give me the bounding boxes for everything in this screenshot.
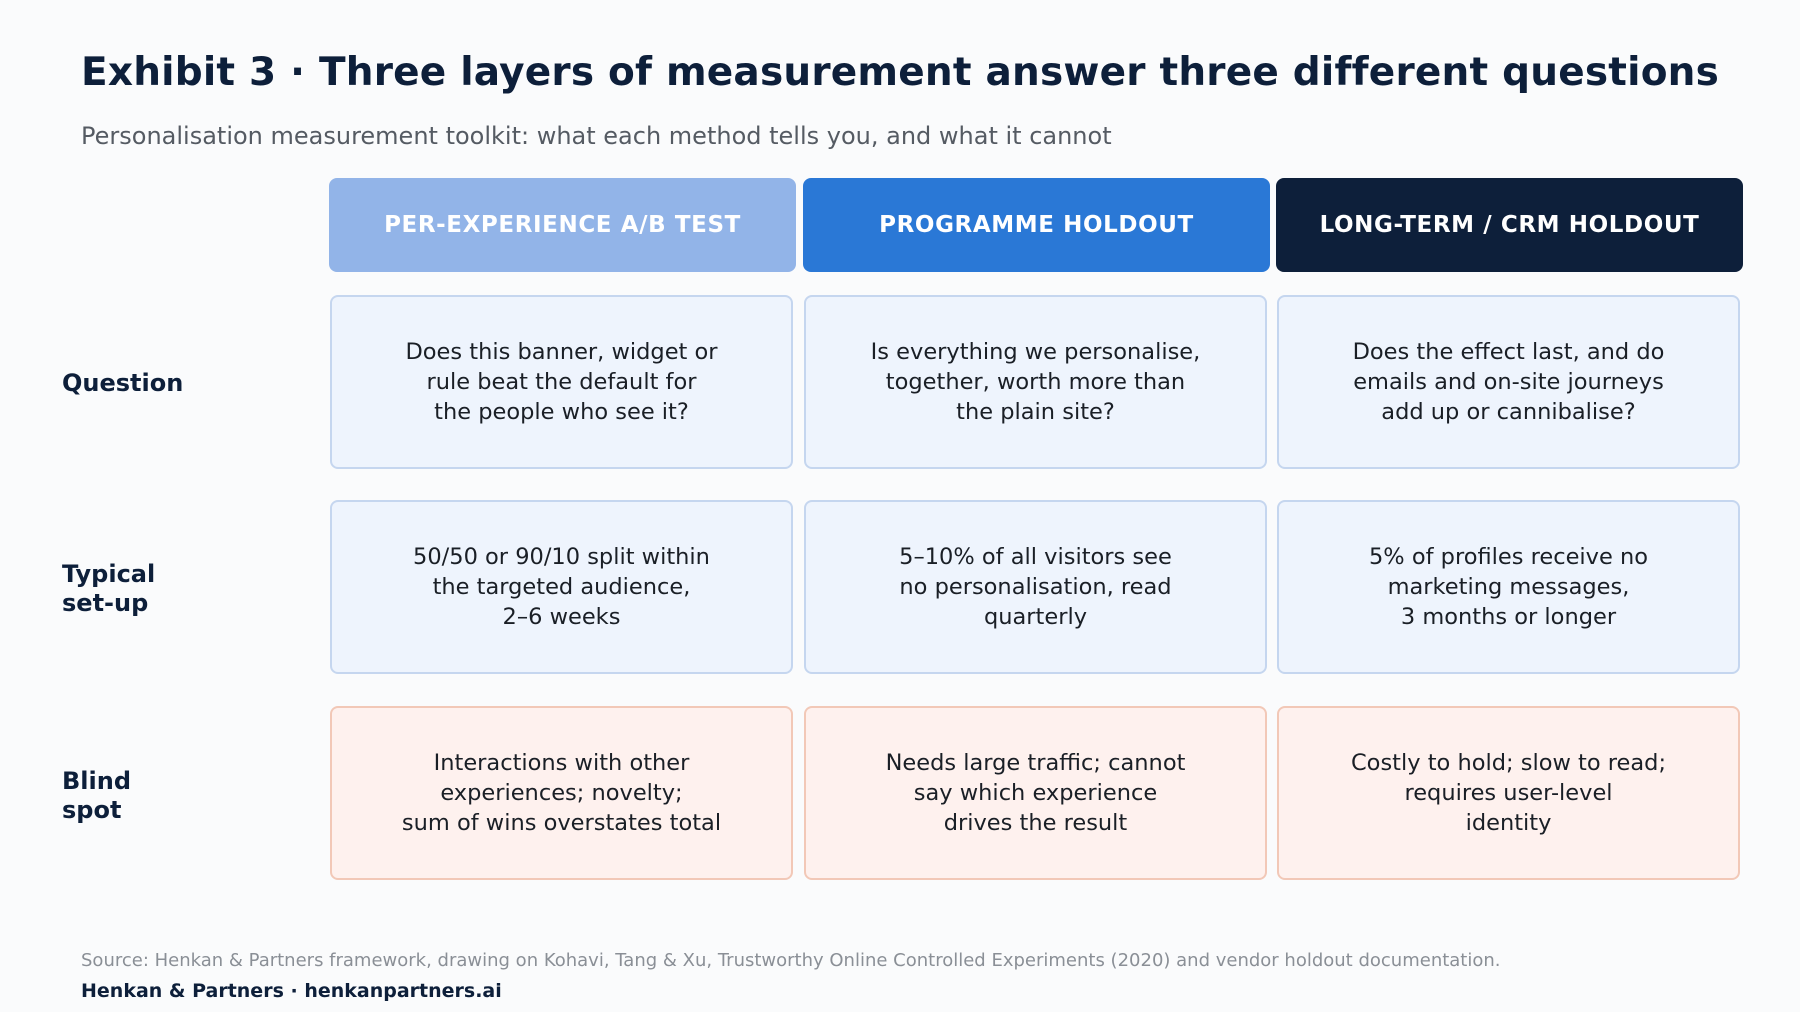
footer-brand: Henkan & Partners · henkanpartners.ai bbox=[81, 980, 502, 1002]
cell-blind-spot-ab-test: Interactions with other experiences; nov… bbox=[330, 706, 793, 880]
row-label-question: Question bbox=[62, 369, 184, 397]
row-label-setup: Typical set-up bbox=[62, 560, 156, 617]
cell-text: Needs large traffic; cannot say which ex… bbox=[885, 750, 1186, 836]
row-label-blind-spot: Blind spot bbox=[62, 767, 132, 824]
cell-text: 50/50 or 90/10 split within the targeted… bbox=[413, 544, 710, 630]
cell-setup-crm-holdout: 5% of profiles receive no marketing mess… bbox=[1277, 500, 1740, 674]
cell-text: Interactions with other experiences; nov… bbox=[401, 750, 722, 836]
cell-text: Does the effect last, and do emails and … bbox=[1352, 339, 1665, 425]
cell-question-crm-holdout: Does the effect last, and do emails and … bbox=[1277, 295, 1740, 469]
column-header-ab-test: PER-EXPERIENCE A/B TEST bbox=[329, 178, 796, 272]
cell-setup-programme-holdout: 5–10% of all visitors see no personalisa… bbox=[804, 500, 1267, 674]
exhibit-title: Exhibit 3 · Three layers of measurement … bbox=[81, 50, 1720, 95]
cell-text: Does this banner, widget or rule beat th… bbox=[405, 339, 718, 425]
cell-question-ab-test: Does this banner, widget or rule beat th… bbox=[330, 295, 793, 469]
cell-text: Costly to hold; slow to read; requires u… bbox=[1350, 750, 1667, 836]
cell-text: Is everything we personalise, together, … bbox=[870, 339, 1201, 425]
cell-blind-spot-crm-holdout: Costly to hold; slow to read; requires u… bbox=[1277, 706, 1740, 880]
column-header-crm-holdout: LONG-TERM / CRM HOLDOUT bbox=[1276, 178, 1743, 272]
source-note: Source: Henkan & Partners framework, dra… bbox=[81, 950, 1501, 971]
cell-question-programme-holdout: Is everything we personalise, together, … bbox=[804, 295, 1267, 469]
column-header-programme-holdout: PROGRAMME HOLDOUT bbox=[803, 178, 1270, 272]
cell-setup-ab-test: 50/50 or 90/10 split within the targeted… bbox=[330, 500, 793, 674]
exhibit-subtitle: Personalisation measurement toolkit: wha… bbox=[81, 122, 1112, 150]
cell-text: 5–10% of all visitors see no personalisa… bbox=[899, 544, 1172, 630]
cell-text: 5% of profiles receive no marketing mess… bbox=[1368, 544, 1649, 630]
cell-blind-spot-programme-holdout: Needs large traffic; cannot say which ex… bbox=[804, 706, 1267, 880]
